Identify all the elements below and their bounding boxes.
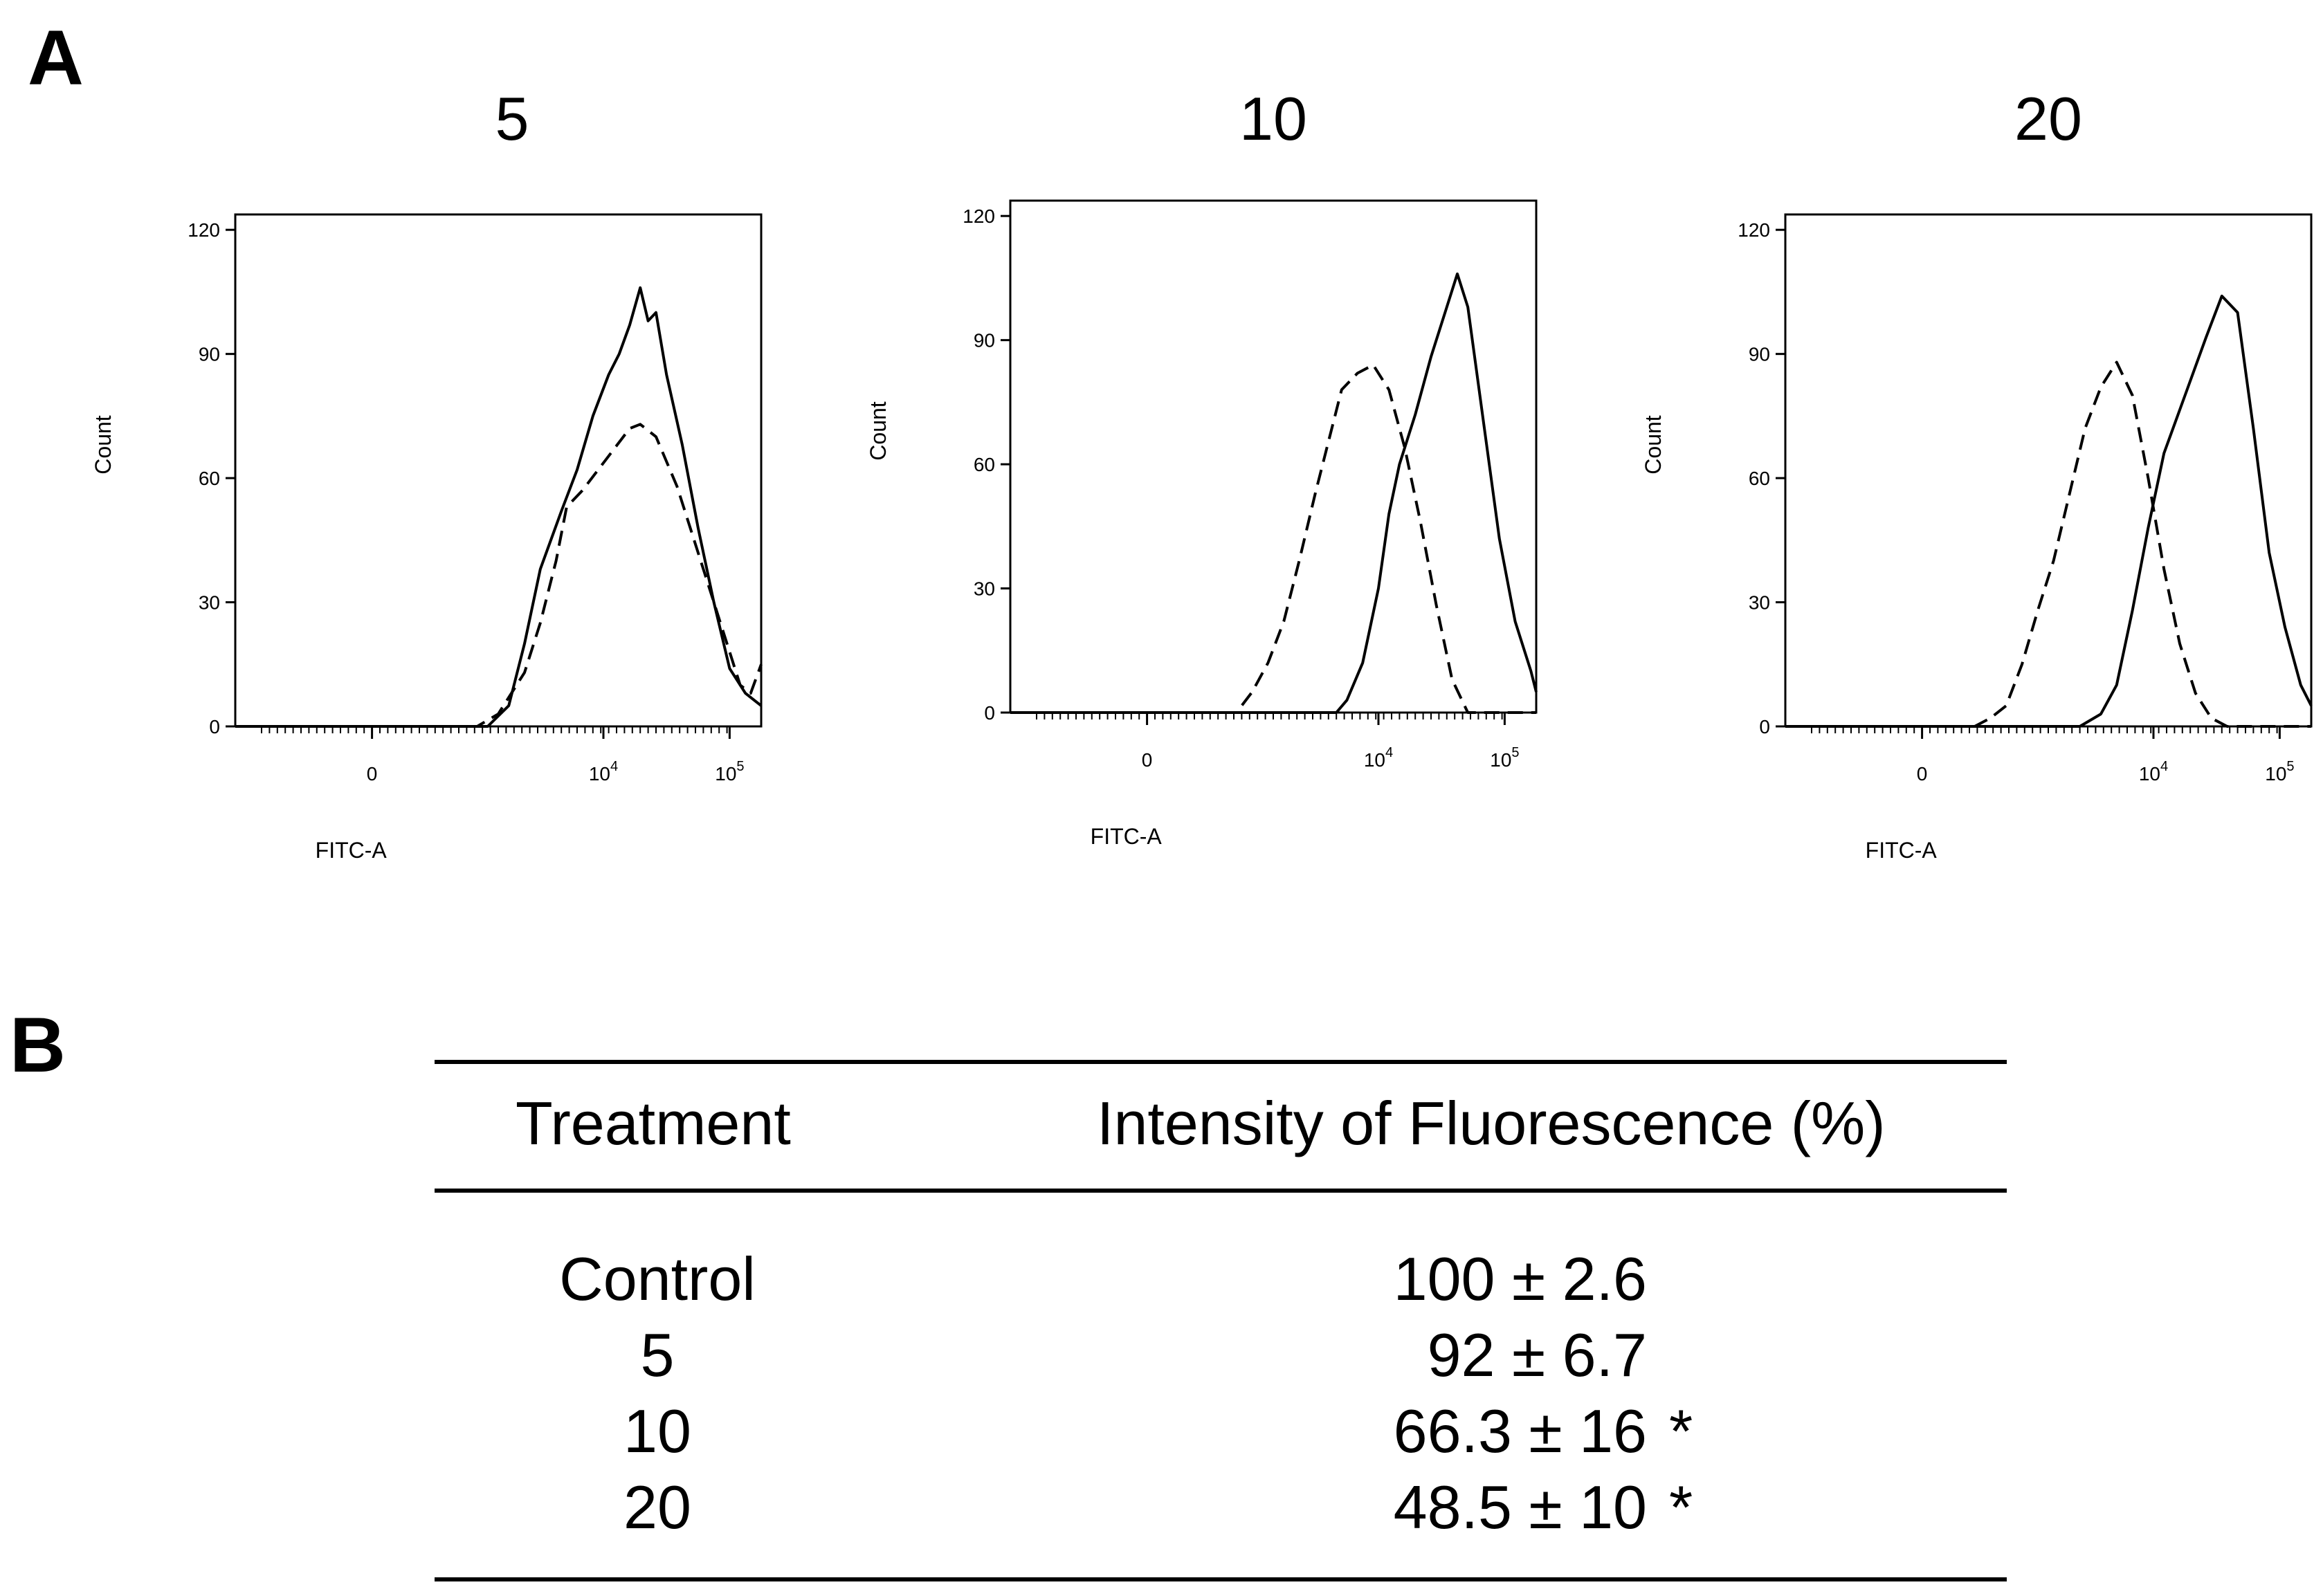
x-tick-exponent: 5 — [736, 759, 744, 774]
series-line-solid — [235, 286, 763, 728]
y-tick-label: 0 — [1759, 716, 1770, 737]
x-tick-label: 0 — [1917, 763, 1928, 785]
series-line-dashed — [235, 423, 763, 728]
table-cell-intensity: 92 ± 6.7 — [1427, 1321, 1647, 1389]
histogram-title-10: 10 — [1239, 84, 1307, 153]
table-cell-intensity: 100 ± 2.6 — [1393, 1245, 1647, 1313]
x-tick-label: 104 — [2139, 759, 2168, 785]
table-cell-significance: * — [1669, 1473, 1693, 1541]
y-tick-label: 30 — [199, 592, 220, 614]
series-line-dashed — [1785, 360, 2311, 728]
table-cell-intensity: 48.5 ± 10 — [1393, 1473, 1647, 1541]
table-cell-significance: * — [1669, 1397, 1693, 1465]
table-header-rule — [435, 1189, 2007, 1193]
x-tick-label: 105 — [715, 759, 744, 785]
table-header-treatment: Treatment — [516, 1089, 791, 1157]
plot-frame — [234, 213, 763, 728]
histogram-title-5: 5 — [495, 84, 529, 153]
histogram-title-20: 20 — [2014, 84, 2082, 153]
y-tick-label: 90 — [1749, 344, 1770, 365]
y-tick-label: 0 — [209, 716, 220, 737]
y-tick-label: 90 — [974, 330, 995, 351]
y-tick-label: 30 — [1749, 592, 1770, 614]
x-tick-exponent: 4 — [610, 759, 618, 774]
x-tick-exponent: 4 — [1385, 745, 1393, 760]
histogram-20: 0 30 60 90 120 0 104 105 FITC-A Count — [1641, 213, 2313, 863]
x-tick-label: 105 — [1490, 745, 1519, 771]
y-tick-label: 120 — [1738, 219, 1770, 241]
x-tick-exponent: 5 — [1511, 745, 1519, 760]
histogram-5: 0 30 60 90 120 0 104 105 FITC-A Count — [91, 213, 763, 863]
y-axis-label: Count — [866, 401, 891, 461]
table-cell-treatment: 10 — [623, 1397, 691, 1465]
y-tick-label: 30 — [974, 578, 995, 600]
table-bottom-rule — [435, 1577, 2007, 1581]
x-tick-exponent: 5 — [2286, 759, 2294, 774]
y-tick-label: 60 — [1749, 468, 1770, 489]
x-axis-label: FITC-A — [1091, 824, 1163, 849]
x-axis-label: FITC-A — [1866, 838, 1938, 863]
x-tick-label: 104 — [589, 759, 618, 785]
table-cell-intensity: 66.3 ± 16 — [1393, 1397, 1647, 1465]
x-tick-label: 0 — [367, 763, 378, 785]
x-tick-label: 104 — [1364, 745, 1393, 771]
y-tick-label: 0 — [984, 702, 995, 724]
x-tick-label: 105 — [2265, 759, 2294, 785]
y-tick-label: 60 — [199, 468, 220, 489]
table-cell-treatment: Control — [559, 1245, 756, 1313]
y-tick-label: 60 — [974, 454, 995, 475]
series-line-dashed — [1010, 363, 1536, 714]
y-axis-label: Count — [1641, 415, 1666, 475]
table-cell-treatment: 20 — [623, 1473, 691, 1541]
panel-label-a: A — [28, 15, 84, 101]
table-cell-treatment: 5 — [640, 1321, 675, 1389]
histogram-10: 0 30 60 90 120 0 104 105 FITC-A Count — [866, 199, 1538, 849]
y-tick-label: 120 — [188, 219, 220, 241]
y-tick-label: 90 — [199, 344, 220, 365]
series-line-solid — [1785, 294, 2313, 728]
table-top-rule — [435, 1060, 2007, 1064]
plot-frame — [1784, 213, 2313, 728]
x-tick-label: 0 — [1142, 749, 1153, 771]
x-tick-exponent: 4 — [2160, 759, 2168, 774]
x-axis-label: FITC-A — [316, 838, 388, 863]
panel-label-b: B — [10, 1002, 66, 1088]
table-header-intensity: Intensity of Fluorescence (%) — [1097, 1089, 1886, 1157]
y-axis-label: Count — [91, 415, 116, 475]
y-tick-label: 120 — [963, 205, 995, 227]
series-line-solid — [1010, 272, 1538, 714]
